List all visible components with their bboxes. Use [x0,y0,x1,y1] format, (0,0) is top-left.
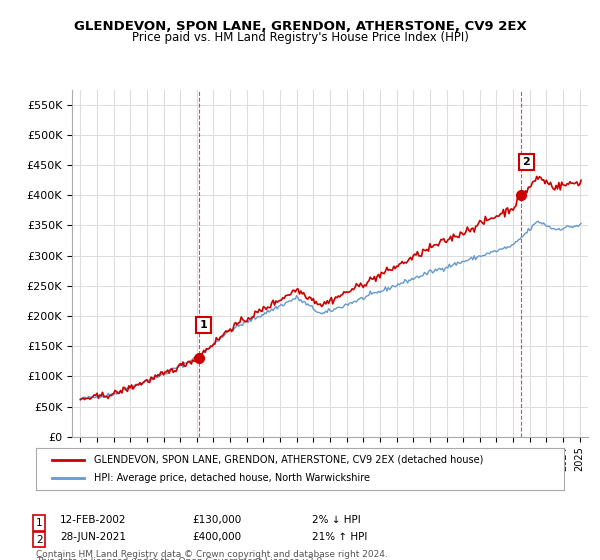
Text: 28-JUN-2021: 28-JUN-2021 [60,532,126,542]
Text: 2% ↓ HPI: 2% ↓ HPI [312,515,361,525]
Text: £130,000: £130,000 [192,515,241,525]
Text: 1: 1 [36,518,43,528]
Text: 2: 2 [36,535,43,545]
Text: Price paid vs. HM Land Registry's House Price Index (HPI): Price paid vs. HM Land Registry's House … [131,31,469,44]
Text: 12-FEB-2002: 12-FEB-2002 [60,515,127,525]
Text: £400,000: £400,000 [192,532,241,542]
Text: 2: 2 [523,157,530,167]
Text: Contains HM Land Registry data © Crown copyright and database right 2024.: Contains HM Land Registry data © Crown c… [36,550,388,559]
Text: 1: 1 [200,320,208,330]
Text: 21% ↑ HPI: 21% ↑ HPI [312,532,367,542]
Text: HPI: Average price, detached house, North Warwickshire: HPI: Average price, detached house, Nort… [94,473,370,483]
Text: GLENDEVON, SPON LANE, GRENDON, ATHERSTONE, CV9 2EX: GLENDEVON, SPON LANE, GRENDON, ATHERSTON… [74,20,526,32]
Text: This data is licensed under the Open Government Licence v3.0.: This data is licensed under the Open Gov… [36,557,325,560]
Text: GLENDEVON, SPON LANE, GRENDON, ATHERSTONE, CV9 2EX (detached house): GLENDEVON, SPON LANE, GRENDON, ATHERSTON… [94,455,484,465]
